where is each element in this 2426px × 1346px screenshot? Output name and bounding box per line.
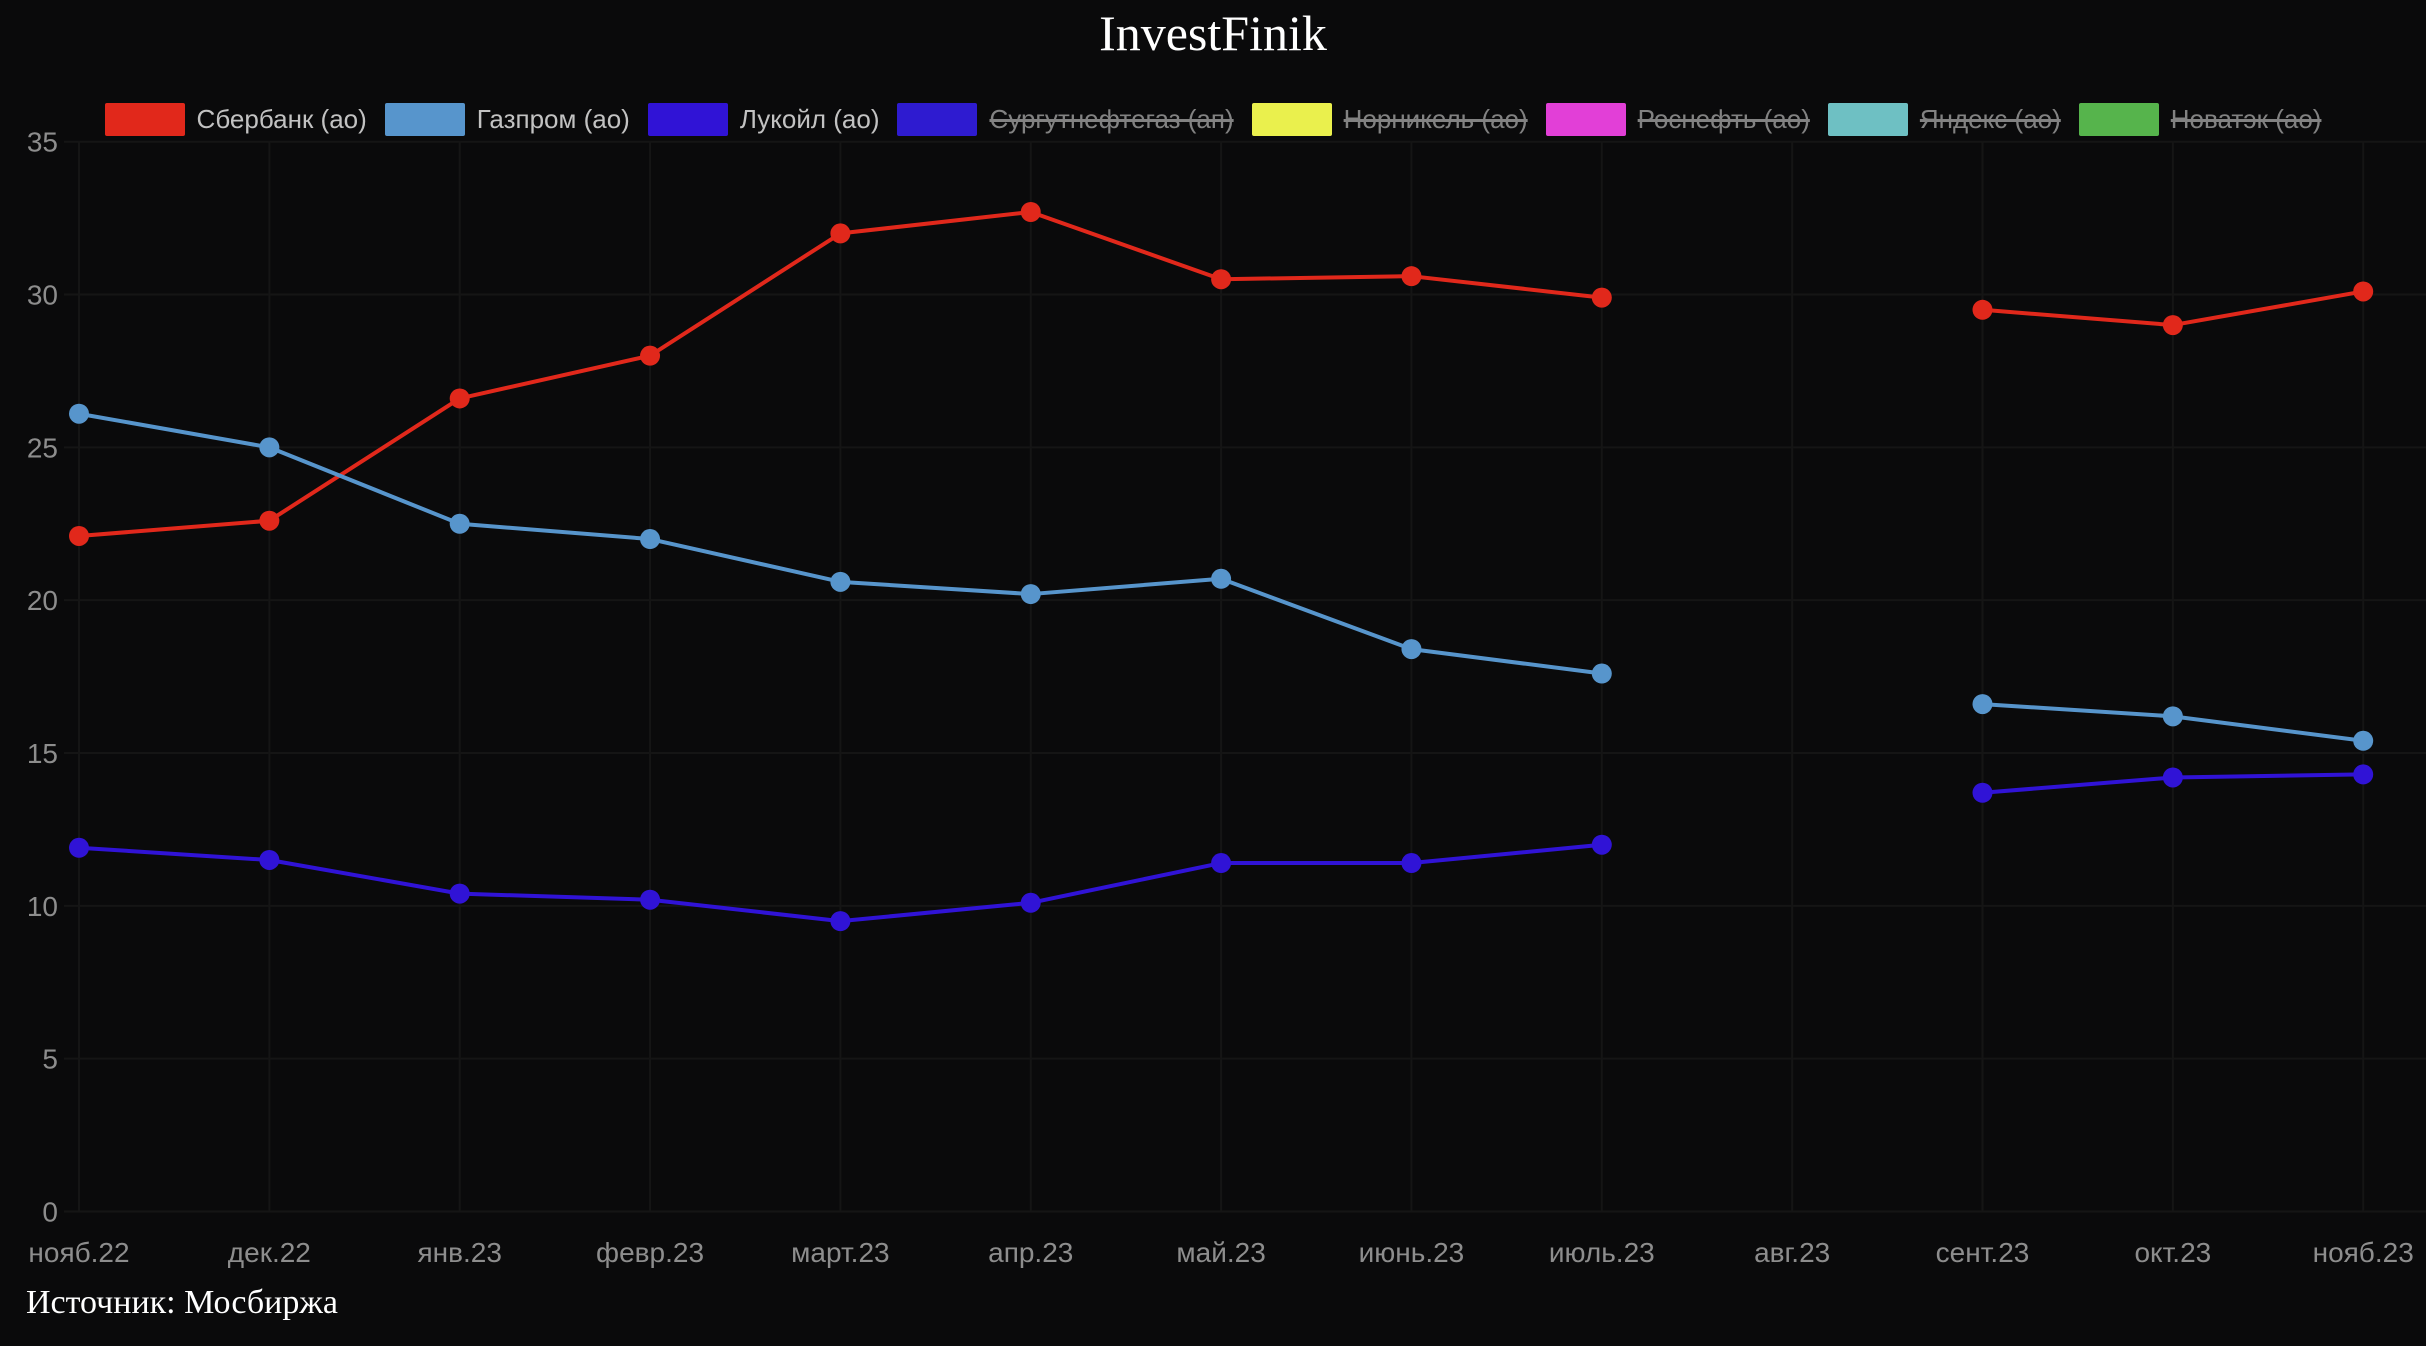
legend-label: Роснефть (ао) <box>1637 104 1810 134</box>
data-point[interactable] <box>1591 834 1612 855</box>
series-1 <box>69 201 2374 546</box>
legend-item-8[interactable]: Новатэк (ао) <box>2078 103 2322 136</box>
legend-item-5[interactable]: Норникель (ао) <box>1251 103 1528 136</box>
x-tick-label: март.23 <box>791 1237 889 1268</box>
data-point[interactable] <box>449 883 470 904</box>
y-tick-label: 5 <box>42 1044 58 1075</box>
data-point[interactable] <box>2162 315 2183 336</box>
data-point[interactable] <box>1401 266 1422 287</box>
data-point[interactable] <box>1972 782 1993 803</box>
x-tick-label: янв.23 <box>417 1237 501 1268</box>
data-point[interactable] <box>1211 853 1232 874</box>
legend-swatch <box>1545 103 1626 136</box>
data-point[interactable] <box>259 437 280 458</box>
x-tick-label: дек.22 <box>228 1237 311 1268</box>
y-tick-label: 10 <box>27 891 58 922</box>
data-point[interactable] <box>2353 764 2374 785</box>
legend-swatch <box>1251 103 1332 136</box>
x-tick-label: нояб.23 <box>2313 1237 2414 1268</box>
legend-swatch <box>384 103 465 136</box>
source-note: Источник: Мосбиржа <box>26 1284 338 1321</box>
legend-label: Лукойл (ао) <box>739 104 880 134</box>
data-point[interactable] <box>2353 730 2374 751</box>
data-point[interactable] <box>1401 853 1422 874</box>
legend-swatch <box>104 103 185 136</box>
legend-label: Сбербанк (ао) <box>196 104 367 134</box>
legend-item-3[interactable]: Лукойл (ао) <box>647 103 880 136</box>
x-tick-label: апр.23 <box>988 1237 1073 1268</box>
data-point[interactable] <box>2162 767 2183 788</box>
data-point[interactable] <box>1020 584 1041 605</box>
series-2 <box>69 403 2374 751</box>
data-point[interactable] <box>830 571 851 592</box>
data-point[interactable] <box>640 889 661 910</box>
data-point[interactable] <box>1020 892 1041 913</box>
data-point[interactable] <box>1591 287 1612 308</box>
legend-label: Новатэк (ао) <box>2170 104 2322 134</box>
series-3 <box>69 764 2374 932</box>
legend-label: Норникель (ао) <box>1343 104 1528 134</box>
x-tick-label: июнь.23 <box>1359 1237 1465 1268</box>
x-tick-label: нояб.22 <box>28 1237 129 1268</box>
y-tick-label: 15 <box>27 738 58 769</box>
y-tick-label: 0 <box>42 1197 58 1228</box>
data-point[interactable] <box>830 223 851 244</box>
legend-item-6[interactable]: Роснефть (ао) <box>1545 103 1810 136</box>
data-point[interactable] <box>1591 663 1612 684</box>
x-tick-label: май.23 <box>1176 1237 1265 1268</box>
data-point[interactable] <box>69 525 89 546</box>
legend-swatch <box>647 103 728 136</box>
data-point[interactable] <box>2162 706 2183 727</box>
data-point[interactable] <box>830 911 851 932</box>
legend-item-4[interactable]: Сургутнефтегаз (ап) <box>897 103 1234 136</box>
data-point[interactable] <box>449 513 470 534</box>
data-point[interactable] <box>1020 201 1041 222</box>
x-tick-label: сент.23 <box>1936 1237 2030 1268</box>
y-tick-label: 35 <box>27 127 58 158</box>
data-point[interactable] <box>69 403 89 424</box>
legend-swatch <box>1827 103 1908 136</box>
x-tick-label: февр.23 <box>596 1237 704 1268</box>
data-point[interactable] <box>640 529 661 550</box>
x-tick-label: окт.23 <box>2134 1237 2211 1268</box>
data-point[interactable] <box>640 345 661 366</box>
legend: Сбербанк (ао) Газпром (ао) Лукойл (ао) Сург… <box>0 103 2426 136</box>
legend-swatch <box>2078 103 2159 136</box>
legend-swatch <box>897 103 978 136</box>
data-point[interactable] <box>2353 281 2374 302</box>
legend-label: Газпром (ао) <box>476 104 630 134</box>
legend-label: Яндекс (ао) <box>1919 104 2061 134</box>
chart-title: InvestFinik <box>1099 5 1327 61</box>
y-tick-label: 25 <box>27 432 58 463</box>
legend-label: Сургутнефтегаз (ап) <box>989 104 1234 134</box>
data-point[interactable] <box>259 849 280 870</box>
legend-item-7[interactable]: Яндекс (ао) <box>1827 103 2061 136</box>
data-point[interactable] <box>1211 269 1232 290</box>
legend-item-1[interactable]: Сбербанк (ао) <box>104 103 367 136</box>
data-point[interactable] <box>449 388 470 409</box>
data-point[interactable] <box>1972 299 1993 320</box>
x-tick-label: июль.23 <box>1549 1237 1655 1268</box>
data-point[interactable] <box>259 510 280 531</box>
y-tick-label: 20 <box>27 585 58 616</box>
data-point[interactable] <box>69 837 89 858</box>
data-point[interactable] <box>1401 639 1422 660</box>
y-tick-label: 30 <box>27 280 58 311</box>
legend-item-2[interactable]: Газпром (ао) <box>384 103 630 136</box>
x-tick-label: авг.23 <box>1754 1237 1830 1268</box>
data-point[interactable] <box>1972 694 1993 715</box>
data-point[interactable] <box>1211 568 1232 589</box>
